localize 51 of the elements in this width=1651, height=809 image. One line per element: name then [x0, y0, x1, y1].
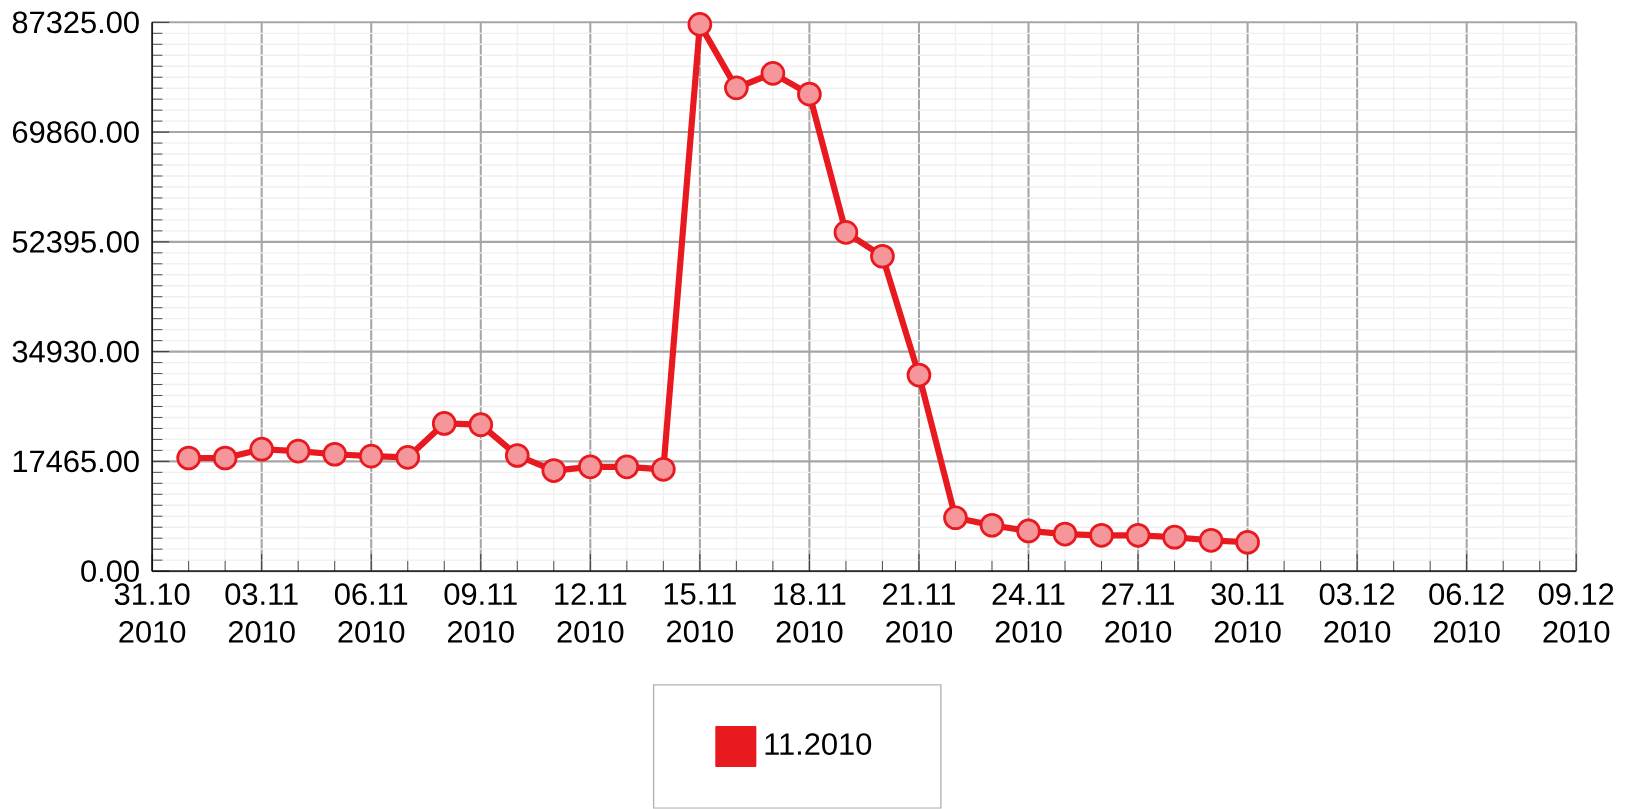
x-tick-label: 09.12 2010 — [1538, 583, 1614, 643]
point — [614, 454, 640, 480]
point — [1125, 523, 1151, 548]
point — [1016, 518, 1041, 544]
point — [1198, 528, 1224, 553]
point — [724, 75, 749, 101]
point — [870, 244, 895, 269]
x-tick-label: 21.11 2010 — [883, 583, 955, 643]
point — [906, 362, 932, 388]
point — [395, 445, 421, 470]
x-tick-label: 12.11 2010 — [555, 583, 627, 643]
point — [322, 442, 348, 467]
point — [504, 443, 530, 468]
x-tick-label: 06.11 2010 — [334, 583, 408, 643]
point — [833, 220, 859, 245]
x-tick-label: 31.10 2010 — [114, 583, 190, 643]
point — [358, 443, 384, 469]
x-tick-label: 03.12 2010 — [1319, 583, 1395, 643]
legend-label: 11.2010 — [765, 733, 872, 756]
point — [1052, 521, 1078, 547]
point — [285, 438, 311, 464]
x-tick-label: 03.11 2010 — [225, 583, 298, 643]
x-tick-label: 06.12 2010 — [1429, 583, 1504, 643]
point — [1089, 523, 1114, 548]
point — [943, 505, 968, 531]
point — [468, 412, 494, 438]
x-tick-label: 30.11 2010 — [1211, 583, 1284, 643]
point — [577, 454, 603, 480]
y-tick-label: 17465.00 — [13, 450, 139, 473]
x-tick-label: 27.11 2010 — [1102, 583, 1174, 643]
point — [541, 458, 567, 483]
y-tick-label: 34930.00 — [12, 340, 139, 363]
x-tick-label: 18.11 2010 — [774, 583, 846, 643]
point — [249, 436, 274, 462]
point — [212, 445, 238, 471]
y-tick-label: 87325.00 — [12, 11, 139, 34]
x-tick-label: 24.11 2010 — [992, 583, 1065, 643]
point — [687, 12, 713, 37]
x-tick-label: 09.11 2010 — [444, 583, 517, 643]
y-tick-label: 0.00 — [81, 560, 139, 583]
point — [431, 411, 457, 436]
point — [1235, 529, 1260, 555]
y-tick-label: 69860.00 — [12, 121, 139, 144]
point — [651, 457, 676, 482]
point — [1162, 524, 1187, 550]
point — [760, 61, 786, 86]
x-tick-label: 15.11 2010 — [664, 583, 736, 643]
y-tick-label: 52395.00 — [12, 231, 139, 253]
point — [176, 445, 201, 471]
point — [979, 513, 1005, 538]
point — [797, 81, 822, 107]
